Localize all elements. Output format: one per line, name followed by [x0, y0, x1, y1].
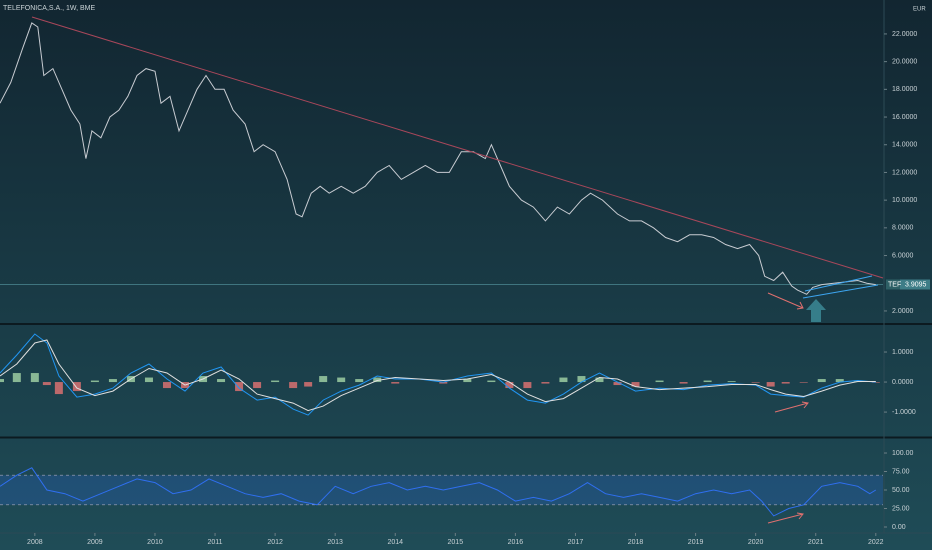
histogram-bar: [30, 373, 39, 383]
x-tick-label: 2016: [508, 539, 524, 546]
arrow: [774, 401, 809, 413]
histogram-bar: [703, 380, 712, 383]
x-tick-label: 2012: [267, 539, 283, 546]
x-tick-label: 2017: [568, 539, 584, 546]
y-tick-label: 100.00: [892, 450, 914, 457]
histogram-bar: [679, 382, 688, 384]
arrow: [767, 292, 804, 310]
arrow: [767, 512, 804, 524]
histogram-bar: [235, 382, 244, 392]
histogram-bar: [817, 379, 826, 383]
x-tick-label: 2011: [208, 539, 223, 546]
histogram-bar: [631, 382, 640, 387]
histogram-bar: [90, 380, 99, 383]
price-tag-value: 3.9095: [905, 281, 927, 288]
y-tick-label: -1.0000: [892, 409, 916, 416]
histogram-bar: [144, 377, 153, 383]
x-tick-label: 2013: [327, 539, 343, 546]
histogram-bar: [541, 382, 550, 384]
histogram-bar: [253, 382, 262, 389]
histogram-bar: [355, 379, 364, 383]
line: [0, 22, 876, 295]
histogram-bar: [289, 382, 298, 389]
histogram-bar: [162, 382, 171, 389]
histogram-bar: [613, 382, 622, 386]
y-tick-label: 8.0000: [892, 225, 914, 232]
y-tick-label: 18.0000: [892, 86, 917, 93]
histogram-bar: [505, 382, 514, 389]
y-tick-label: 10.0000: [892, 197, 917, 204]
x-tick-label: 2019: [688, 539, 704, 546]
histogram-bar: [766, 382, 775, 387]
histogram-bar: [463, 379, 472, 383]
y-tick-label: 22.0000: [892, 31, 917, 38]
y-tick-label: 14.0000: [892, 142, 917, 149]
x-tick-label: 2021: [808, 539, 824, 546]
histogram-bar: [799, 382, 808, 383]
histogram-bar: [319, 376, 328, 383]
histogram-bar: [439, 382, 448, 384]
histogram-bar: [751, 382, 760, 383]
channel-line: [802, 284, 879, 299]
histogram-bar: [304, 382, 313, 387]
up-arrow: [806, 299, 826, 322]
histogram-bar: [42, 382, 51, 386]
x-tick-label: 2009: [87, 539, 103, 546]
trend-line: [31, 16, 884, 279]
x-tick-label: 2015: [448, 539, 464, 546]
histogram-bar: [781, 382, 790, 384]
y-tick-label: 12.0000: [892, 169, 917, 176]
chart-title: TELEFONICA,S.A., 1W, BME: [3, 5, 96, 12]
x-tick-label: 2022: [868, 539, 884, 546]
histogram-bar: [217, 379, 226, 383]
y-tick-label: 6.0000: [892, 252, 914, 259]
histogram-bar: [373, 377, 382, 383]
histogram-bar: [523, 382, 532, 389]
x-tick-label: 2010: [147, 539, 163, 546]
y-tick-label: 0.0000: [892, 379, 914, 386]
histogram-bar: [271, 380, 280, 383]
histogram-bar: [727, 381, 736, 383]
x-tick-label: 2008: [27, 539, 43, 546]
x-tick-label: 2014: [387, 539, 403, 546]
x-tick-label: 2018: [628, 539, 644, 546]
line: [0, 333, 876, 416]
histogram-bar: [655, 380, 664, 383]
price-tag-label: TEF: [888, 281, 901, 288]
histogram-bar: [0, 379, 4, 383]
histogram-bar: [871, 382, 880, 383]
histogram-bar: [595, 377, 604, 383]
histogram-bar: [577, 376, 586, 383]
histogram-bar: [559, 377, 568, 383]
line: [0, 339, 876, 412]
histogram-bar: [12, 373, 21, 383]
histogram-bar: [108, 379, 117, 383]
histogram-bar: [391, 382, 400, 384]
histogram-bar: [835, 379, 844, 383]
line: [0, 467, 877, 517]
y-tick-label: 16.0000: [892, 114, 917, 121]
histogram-bar: [72, 382, 81, 392]
y-tick-label: 50.00: [892, 487, 910, 494]
drawings: [31, 16, 884, 524]
currency: EUR: [913, 7, 926, 13]
histogram-bar: [337, 377, 346, 383]
y-tick-label: 20.0000: [892, 58, 917, 65]
channel-line: [804, 275, 873, 292]
price-tag: [886, 279, 900, 290]
y-tick-label: 75.00: [892, 468, 910, 475]
y-tick-label: 0.00: [892, 524, 906, 531]
x-tick-label: 2020: [748, 539, 764, 546]
histogram-bar: [487, 380, 496, 383]
y-tick-label: 1.0000: [892, 349, 914, 356]
price-tag: [886, 279, 930, 290]
histogram-bar: [54, 382, 63, 395]
y-tick-label: 2.0000: [892, 308, 914, 315]
y-tick-label: 25.00: [892, 505, 910, 512]
